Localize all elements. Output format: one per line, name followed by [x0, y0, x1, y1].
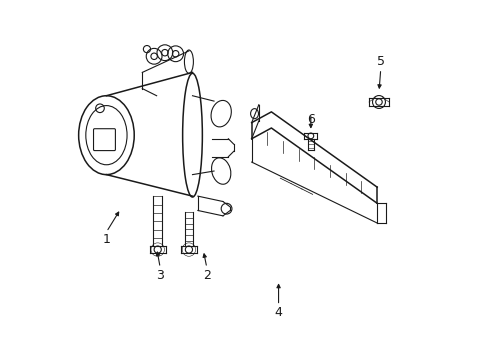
- Text: 3: 3: [156, 269, 164, 282]
- Text: 1: 1: [102, 233, 110, 246]
- Text: 2: 2: [203, 269, 210, 282]
- Text: 6: 6: [306, 113, 314, 126]
- Text: 4: 4: [274, 306, 282, 319]
- Text: 5: 5: [376, 55, 384, 68]
